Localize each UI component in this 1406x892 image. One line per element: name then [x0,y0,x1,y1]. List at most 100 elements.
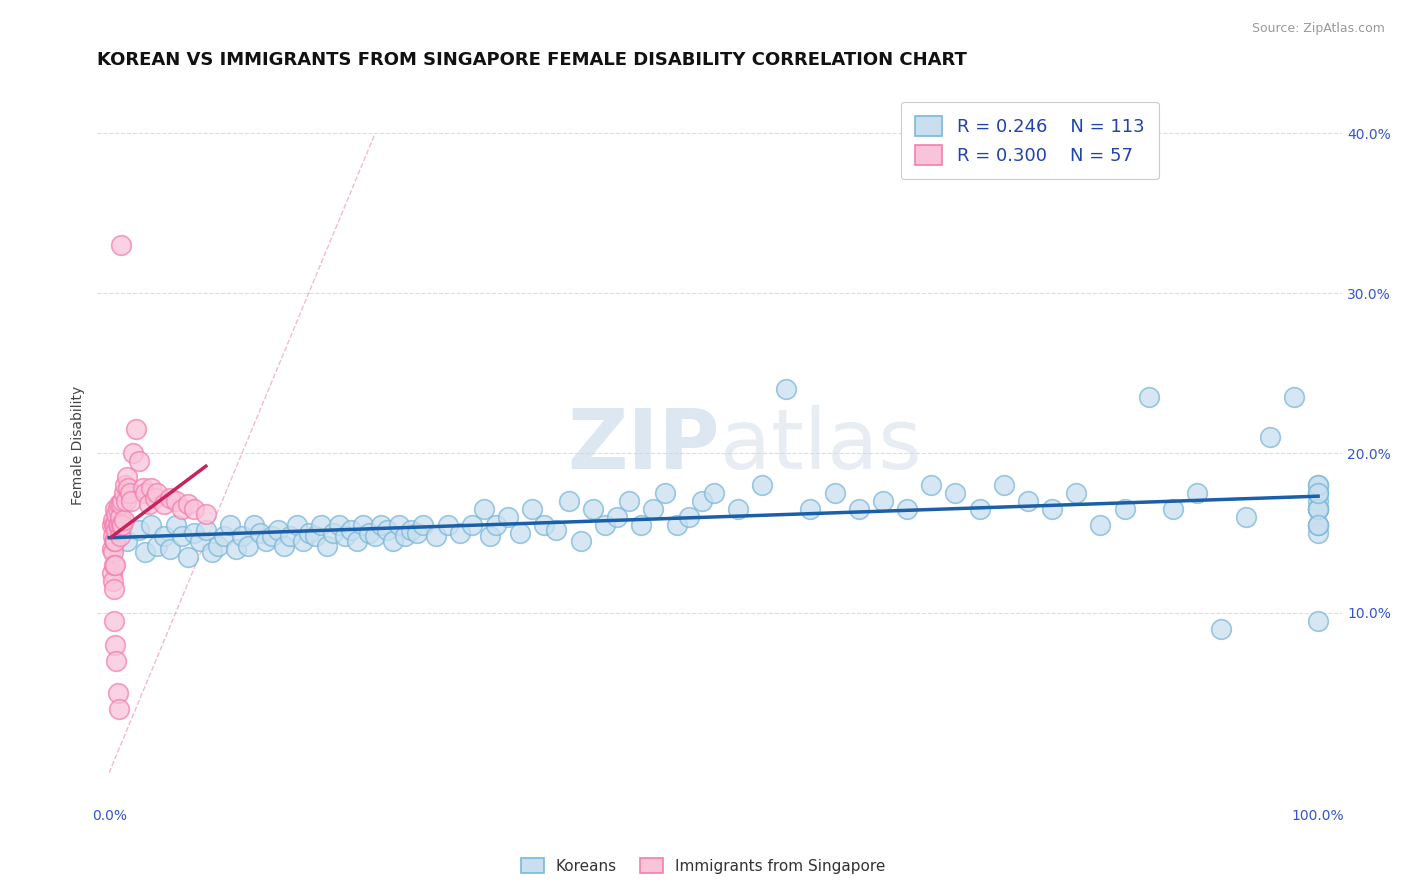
Point [654,486,676,500]
Text: atlas: atlas [720,405,921,485]
Point [1306,502,1329,516]
Point [267,523,290,537]
Point [103,582,125,596]
Point [1306,518,1329,533]
Point [118,486,141,500]
Point [165,518,187,533]
Point [1306,502,1329,516]
Point [1161,502,1184,516]
Point [104,518,127,533]
Point [107,518,129,533]
Point [134,486,156,500]
Point [751,478,773,492]
Point [388,518,411,533]
Point [328,518,350,533]
Point [401,523,423,537]
Point [128,523,150,537]
Point [101,513,124,527]
Point [107,702,129,716]
Point [425,529,447,543]
Point [170,502,193,516]
Point [472,502,495,516]
Point [219,518,242,533]
Point [1306,525,1329,540]
Point [375,523,398,537]
Point [159,541,181,556]
Point [1137,390,1160,404]
Point [100,518,122,533]
Point [138,497,160,511]
Point [122,446,145,460]
Point [297,525,319,540]
Point [194,507,217,521]
Point [690,494,713,508]
Point [896,502,918,516]
Point [117,470,139,484]
Point [207,539,229,553]
Point [194,523,217,537]
Point [775,382,797,396]
Point [108,510,131,524]
Point [107,497,129,511]
Point [104,638,127,652]
Point [104,502,127,516]
Point [111,494,134,508]
Point [1306,486,1329,500]
Point [333,529,356,543]
Point [993,478,1015,492]
Point [103,533,125,548]
Point [280,529,302,543]
Point [114,478,136,492]
Point [111,518,134,533]
Text: ZIP: ZIP [567,405,720,485]
Point [238,539,260,553]
Point [103,614,125,628]
Point [183,502,205,516]
Point [128,454,150,468]
Point [557,494,579,508]
Point [291,533,314,548]
Point [201,545,224,559]
Point [478,529,501,543]
Point [183,525,205,540]
Point [593,518,616,533]
Point [1066,486,1088,500]
Point [412,518,434,533]
Point [1211,622,1233,636]
Point [117,533,139,548]
Point [945,486,967,500]
Point [920,478,942,492]
Point [1306,614,1329,628]
Point [108,529,131,543]
Point [110,518,132,533]
Point [678,510,700,524]
Point [159,491,181,505]
Point [485,518,508,533]
Point [231,529,253,543]
Point [727,502,749,516]
Point [1017,494,1039,508]
Point [1090,518,1112,533]
Point [617,494,640,508]
Point [243,518,266,533]
Point [643,502,665,516]
Point [703,486,725,500]
Point [352,518,374,533]
Point [382,533,405,548]
Point [1306,478,1329,492]
Point [101,574,124,588]
Point [104,533,127,548]
Point [254,533,277,548]
Point [141,481,163,495]
Point [105,654,128,668]
Point [134,545,156,559]
Point [120,494,142,508]
Point [105,523,128,537]
Point [1306,518,1329,533]
Legend: Koreans, Immigrants from Singapore: Koreans, Immigrants from Singapore [515,852,891,880]
Point [125,422,148,436]
Point [1306,502,1329,516]
Point [1306,486,1329,500]
Point [110,497,132,511]
Point [100,566,122,580]
